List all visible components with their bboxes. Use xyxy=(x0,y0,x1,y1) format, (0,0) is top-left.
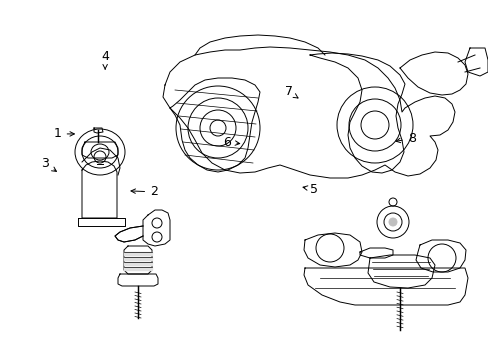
Polygon shape xyxy=(309,53,404,173)
Circle shape xyxy=(388,218,396,226)
Polygon shape xyxy=(124,262,152,265)
Polygon shape xyxy=(142,210,170,246)
Polygon shape xyxy=(118,274,158,286)
Polygon shape xyxy=(399,52,467,95)
Polygon shape xyxy=(464,48,487,76)
Polygon shape xyxy=(94,128,103,133)
Polygon shape xyxy=(124,246,152,274)
Polygon shape xyxy=(124,257,152,260)
Polygon shape xyxy=(115,226,142,242)
Text: 7: 7 xyxy=(284,85,298,98)
Polygon shape xyxy=(124,267,152,270)
Polygon shape xyxy=(359,248,392,258)
Polygon shape xyxy=(82,161,117,218)
Text: 4: 4 xyxy=(101,50,109,69)
Polygon shape xyxy=(415,240,465,272)
Text: 6: 6 xyxy=(223,136,239,149)
Polygon shape xyxy=(304,233,361,267)
Polygon shape xyxy=(124,252,152,255)
Polygon shape xyxy=(304,268,467,305)
Polygon shape xyxy=(367,255,434,288)
Text: 2: 2 xyxy=(131,185,158,198)
Text: 3: 3 xyxy=(41,157,56,171)
Polygon shape xyxy=(163,47,454,178)
Polygon shape xyxy=(82,142,118,158)
Polygon shape xyxy=(78,218,125,226)
Text: 5: 5 xyxy=(303,183,318,196)
Polygon shape xyxy=(170,78,260,172)
Text: 8: 8 xyxy=(395,132,415,145)
Text: 1: 1 xyxy=(54,127,74,140)
